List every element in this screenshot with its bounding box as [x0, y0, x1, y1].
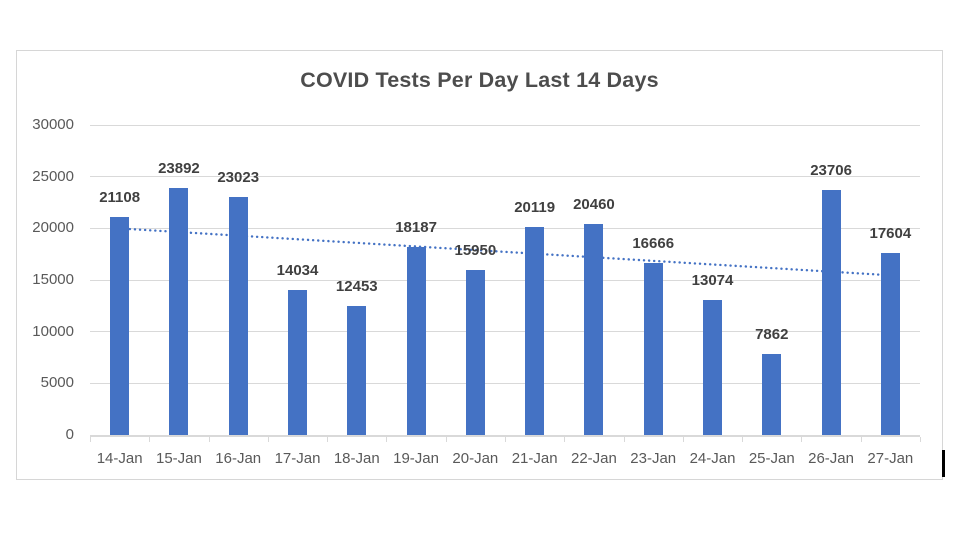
axis-tick	[208, 437, 210, 442]
cursor-artifact	[942, 450, 945, 477]
bar-label: 23706	[810, 162, 852, 180]
bar[interactable]	[643, 262, 663, 435]
bar-label: 20119	[514, 199, 556, 217]
y-tick-label: 10000	[32, 322, 74, 340]
bar[interactable]	[288, 289, 307, 435]
axis-tick	[623, 437, 625, 442]
bar-label: 23023	[217, 169, 260, 187]
gridline	[90, 176, 920, 178]
x-tick-label: 26-Jan	[808, 450, 854, 467]
x-tick-label: 23-Jan	[630, 450, 677, 467]
y-tick-label: 15000	[32, 271, 74, 288]
bar[interactable]	[703, 299, 722, 435]
axis-tick	[445, 437, 447, 442]
bar-label: 16666	[632, 234, 675, 252]
axis-tick	[267, 437, 269, 442]
x-tick-label: 15-Jan	[155, 450, 202, 467]
chart-title[interactable]: COVID Tests Per Day Last 14 Days	[300, 68, 659, 92]
bar[interactable]	[110, 216, 130, 435]
bar-label: 23892	[158, 160, 200, 178]
axis-tick	[564, 437, 566, 442]
x-tick-label: 25-Jan	[748, 450, 795, 467]
axis-tick	[90, 437, 91, 442]
y-tick-label: 20000	[32, 219, 74, 237]
x-tick-label: 16-Jan	[215, 450, 262, 467]
bar[interactable]	[465, 270, 485, 435]
bar[interactable]	[406, 247, 426, 435]
bar-label: 7862	[755, 325, 789, 343]
gridline	[90, 279, 920, 281]
bar[interactable]	[880, 253, 900, 435]
x-tick-label: 27-Jan	[867, 450, 914, 467]
bar[interactable]	[584, 223, 604, 435]
bar-label: 14034	[276, 261, 319, 279]
y-tick-label: 5000	[40, 374, 74, 392]
y-tick-label: 30000	[32, 116, 74, 133]
axis-tick	[920, 437, 921, 442]
gridline	[90, 124, 920, 126]
x-tick-label: 14-Jan	[96, 450, 143, 467]
y-tick-label: 25000	[32, 167, 74, 185]
x-tick-label: 18-Jan	[333, 450, 380, 467]
trendline-path	[118, 227, 892, 277]
bar-label: 18187	[395, 219, 437, 237]
bar-label: 20460	[573, 195, 615, 213]
bar[interactable]	[228, 197, 248, 435]
gridline	[90, 382, 920, 384]
axis-tick	[682, 437, 684, 442]
axis-tick	[327, 437, 329, 442]
x-tick-label: 21-Jan	[511, 450, 558, 467]
x-tick-label: 22-Jan	[570, 450, 617, 467]
trendline	[118, 227, 892, 277]
bar[interactable]	[821, 190, 841, 435]
x-tick-label: 24-Jan	[689, 450, 736, 467]
bar-label: 21108	[99, 188, 141, 206]
x-tick-label: 19-Jan	[393, 450, 439, 467]
chart-area[interactable]: COVID Tests Per Day Last 14 Days 21108 23…	[16, 50, 943, 480]
axis-tick	[860, 437, 862, 442]
bar-label: 13074	[691, 271, 734, 289]
axis-tick	[801, 437, 803, 442]
bar[interactable]	[169, 188, 189, 435]
bar[interactable]	[762, 353, 782, 435]
y-tick-label: 0	[65, 426, 74, 443]
plot-area: 21108 23892 23023 14034 12453 18187 15950 20119…	[90, 124, 920, 435]
bar-label: 15950	[454, 242, 497, 260]
bar-label: 12453	[335, 278, 378, 296]
x-tick-label: 17-Jan	[274, 450, 321, 467]
x-axis-line	[90, 435, 920, 437]
gridline	[90, 331, 920, 333]
axis-tick	[386, 437, 388, 442]
gridline	[90, 227, 920, 229]
bar[interactable]	[525, 227, 545, 435]
axis-tick	[149, 437, 151, 442]
bar[interactable]	[347, 306, 367, 435]
bar-label: 17604	[869, 225, 912, 243]
axis-tick	[505, 437, 506, 442]
x-tick-label: 20-Jan	[452, 450, 499, 467]
axis-tick	[742, 437, 744, 442]
